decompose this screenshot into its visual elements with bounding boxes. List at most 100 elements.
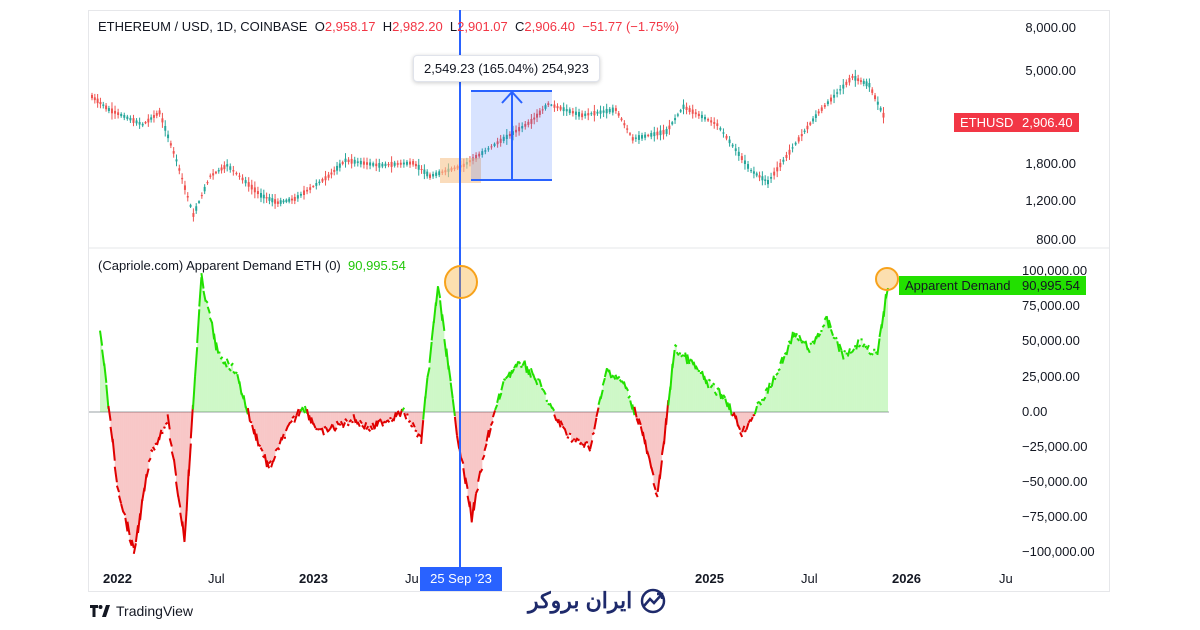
candle-body <box>773 171 776 176</box>
candle-body <box>375 163 378 167</box>
indicator-value: 90,995.54 <box>348 258 406 273</box>
demand-line <box>407 419 412 424</box>
demand-line <box>764 387 769 392</box>
candle-body <box>209 175 212 177</box>
demand-area <box>799 335 802 412</box>
candle-body <box>110 108 113 114</box>
candle-body <box>518 127 521 132</box>
demand-area <box>171 412 174 461</box>
demand-area <box>744 412 747 432</box>
demand-area <box>809 343 812 412</box>
demand-area <box>370 412 373 430</box>
demand-line <box>513 363 518 369</box>
candle-body <box>321 179 324 182</box>
demand-line <box>576 438 580 442</box>
demand-line <box>183 510 188 542</box>
demand-area <box>260 412 263 452</box>
demand-area <box>201 273 204 412</box>
demand-line <box>849 351 853 354</box>
demand-line <box>523 360 528 373</box>
demand-line <box>633 406 638 418</box>
demand-axis-label: −25,000.00 <box>1022 439 1088 454</box>
demand-line <box>416 433 420 438</box>
demand-line <box>204 299 209 304</box>
candle-body <box>508 133 511 137</box>
demand-area <box>645 412 648 454</box>
demand-line <box>489 420 494 427</box>
candle-body <box>271 198 274 203</box>
demand-line <box>712 382 716 386</box>
candle-body <box>674 118 677 121</box>
demand-line <box>667 386 672 406</box>
demand-line <box>301 407 306 414</box>
candle-body <box>634 137 637 139</box>
demand-area <box>577 412 580 441</box>
candle-body <box>782 159 785 162</box>
demand-line <box>414 429 418 433</box>
price-legend: ETHEREUM / USD, 1D, COINBASE O2,958.17 H… <box>98 19 679 34</box>
demand-line <box>876 338 881 356</box>
demand-area <box>579 412 582 445</box>
demand-area <box>418 412 422 437</box>
candle-body <box>791 147 794 149</box>
demand-line <box>568 432 572 436</box>
demand-line <box>430 321 435 341</box>
demand-area <box>467 412 470 508</box>
candle-body <box>150 117 153 120</box>
candle-body <box>608 108 611 113</box>
demand-line <box>265 460 270 469</box>
demand-area <box>123 412 126 516</box>
demand-area <box>776 372 779 412</box>
demand-line <box>221 361 226 365</box>
demand-area <box>699 372 703 412</box>
demand-line <box>563 428 568 436</box>
candle-body <box>879 107 882 111</box>
candle-body <box>725 135 728 139</box>
demand-line <box>690 359 695 366</box>
candle-body <box>241 177 244 181</box>
demand-line <box>827 319 832 329</box>
candle-body <box>559 106 562 110</box>
demand-line <box>538 379 543 388</box>
demand-line <box>851 348 856 353</box>
demand-area <box>478 412 481 482</box>
demand-area <box>689 359 692 412</box>
time-axis-label: 2022 <box>103 571 132 586</box>
candle-body <box>338 163 341 168</box>
demand-pane <box>99 273 889 554</box>
demand-area <box>347 412 350 426</box>
demand-line <box>259 447 264 452</box>
candle-body <box>590 113 593 115</box>
demand-line <box>688 358 693 362</box>
demand-line <box>599 389 604 400</box>
demand-area <box>604 368 607 412</box>
low-label: L <box>449 19 458 34</box>
demand-line <box>424 377 429 399</box>
demand-line <box>756 400 760 405</box>
demand-line <box>198 277 203 307</box>
candle-body <box>626 128 629 130</box>
candle-body <box>129 117 132 121</box>
demand-line <box>798 334 803 342</box>
demand-area <box>885 288 888 412</box>
demand-area <box>277 412 280 450</box>
chart-panel[interactable] <box>88 10 1110 592</box>
demand-line <box>561 425 566 430</box>
demand-line <box>333 427 338 432</box>
candle-body <box>562 107 565 112</box>
candle-body <box>614 108 617 111</box>
tradingview-logo[interactable]: TradingView <box>90 603 193 619</box>
candle-body <box>390 161 393 167</box>
demand-area <box>383 412 386 424</box>
demand-area <box>230 363 234 412</box>
demand-line <box>836 341 841 352</box>
candle-body <box>797 137 800 142</box>
demand-line <box>692 361 697 370</box>
demand-area <box>649 412 652 469</box>
candle-body <box>247 182 250 187</box>
demand-line <box>646 450 651 459</box>
demand-area <box>161 412 164 434</box>
candle-body <box>679 110 682 112</box>
candle-body <box>493 143 496 146</box>
